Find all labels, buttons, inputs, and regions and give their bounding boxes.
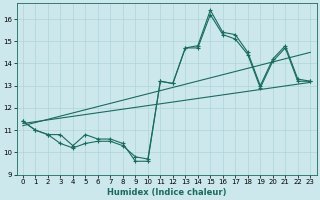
X-axis label: Humidex (Indice chaleur): Humidex (Indice chaleur) xyxy=(107,188,226,197)
